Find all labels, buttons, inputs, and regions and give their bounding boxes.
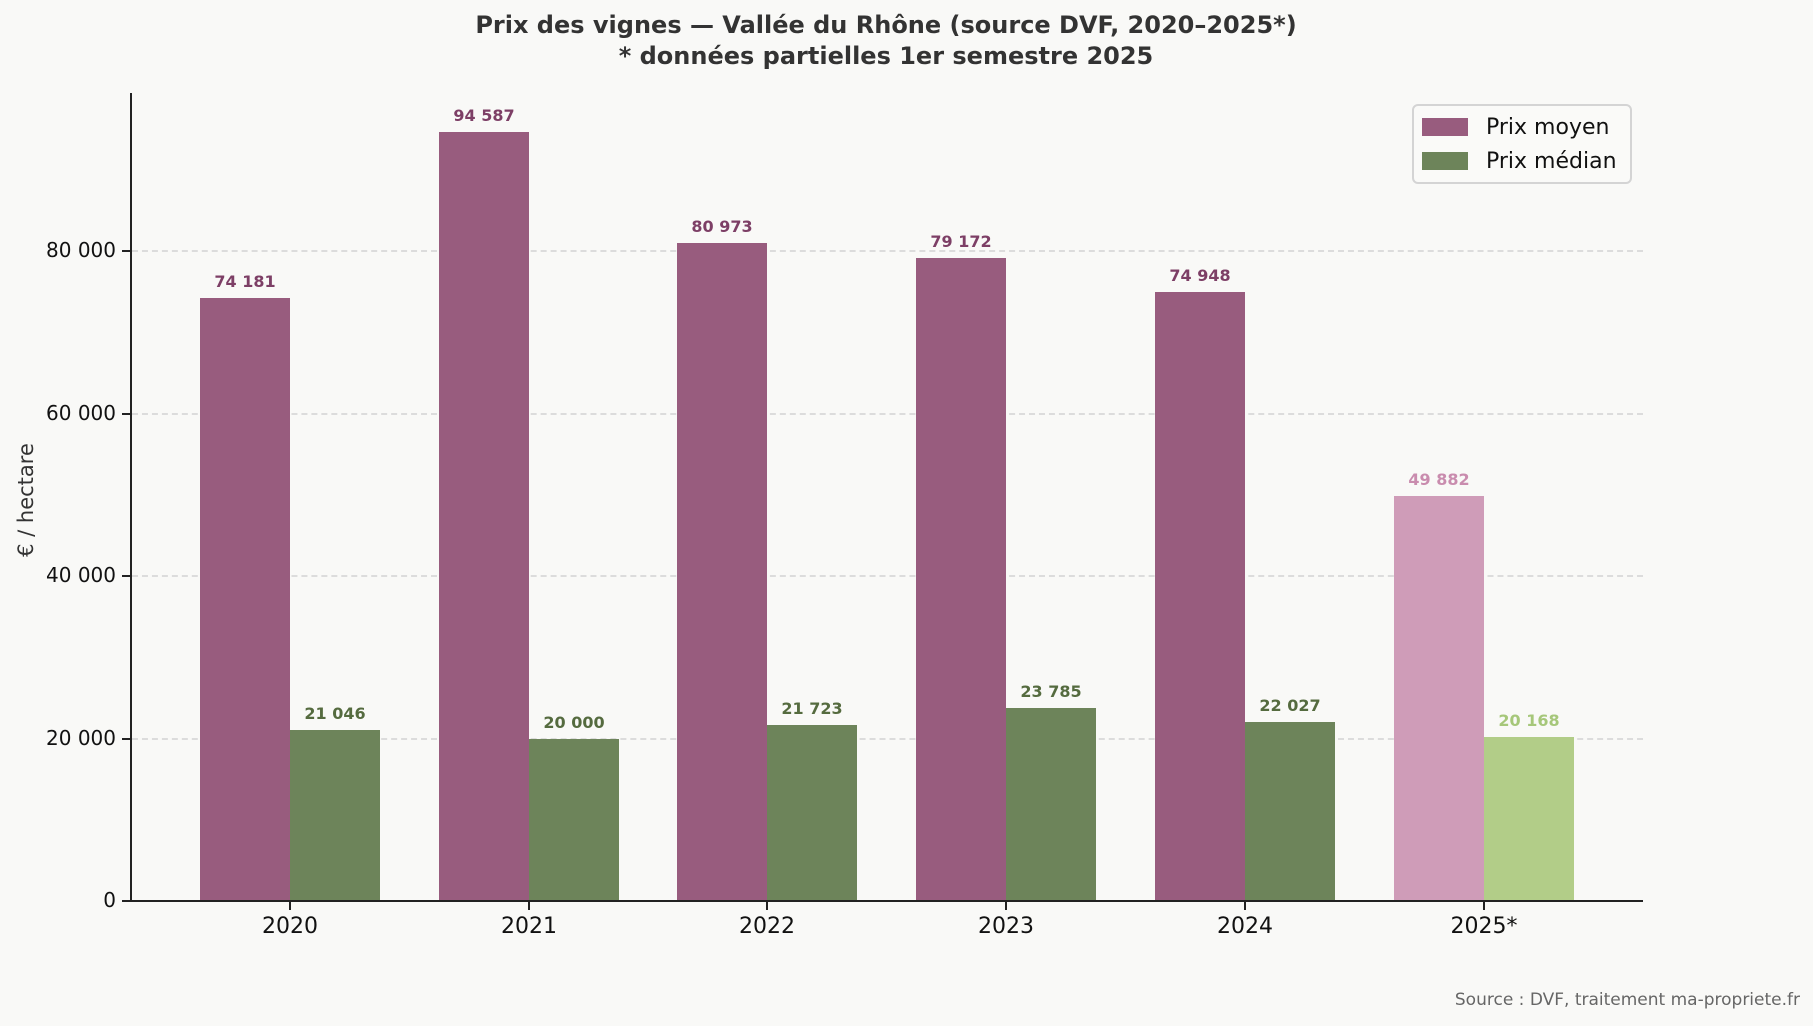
value-label-prix-moyen: 49 882 — [1408, 469, 1470, 489]
value-label-prix-moyen: 74 948 — [1169, 266, 1231, 286]
x-tick-label: 2021 — [501, 914, 557, 939]
legend-label: Prix médian — [1486, 148, 1617, 174]
legend-swatch-prix-moyen — [1422, 118, 1468, 136]
value-label-prix-median: 20 000 — [543, 712, 605, 732]
value-label-prix-median: 22 027 — [1259, 696, 1321, 716]
y-tick-mark — [122, 250, 130, 252]
x-tick-mark — [766, 902, 768, 910]
bar-prix-moyen-2021 — [439, 132, 529, 901]
gridline — [132, 575, 1643, 577]
x-tick-mark — [289, 902, 291, 910]
legend-item-prix-moyen: Prix moyen — [1422, 112, 1609, 142]
value-label-prix-median: 21 723 — [781, 698, 843, 718]
bar-prix-moyen-2025 — [1394, 495, 1484, 901]
x-tick-label: 2024 — [1217, 914, 1273, 939]
x-tick-mark — [1483, 902, 1485, 910]
x-tick-label: 2020 — [262, 914, 318, 939]
y-axis-line — [130, 93, 132, 902]
x-tick-mark — [1005, 902, 1007, 910]
x-tick-label: 2023 — [978, 914, 1034, 939]
legend-item-prix-median: Prix médian — [1422, 146, 1617, 176]
y-tick-label: 60 000 — [46, 400, 116, 425]
y-tick-label: 0 — [103, 888, 116, 912]
bar-prix-median-2025 — [1484, 737, 1574, 901]
value-label-prix-median: 23 785 — [1020, 681, 1082, 701]
x-tick-mark — [1244, 902, 1246, 910]
bar-prix-moyen-2023 — [916, 257, 1006, 901]
bar-prix-median-2023 — [1006, 707, 1096, 901]
chart-title: Prix des vignes — Vallée du Rhône (sourc… — [0, 10, 1772, 72]
bar-prix-moyen-2020 — [200, 298, 290, 901]
legend-label: Prix moyen — [1486, 114, 1610, 140]
x-tick-label: 2022 — [739, 914, 795, 939]
value-label-prix-moyen: 74 181 — [214, 272, 276, 292]
y-tick-mark — [122, 575, 130, 577]
x-axis-line — [130, 900, 1643, 902]
chart-title-line1: Prix des vignes — Vallée du Rhône (sourc… — [475, 11, 1297, 39]
bar-prix-median-2021 — [529, 738, 619, 901]
value-label-prix-median: 20 168 — [1498, 711, 1560, 731]
y-tick-label: 80 000 — [46, 238, 116, 262]
value-label-prix-moyen: 94 587 — [453, 106, 515, 126]
bar-prix-median-2024 — [1245, 722, 1335, 901]
bar-prix-median-2022 — [767, 724, 857, 901]
bar-prix-moyen-2024 — [1155, 292, 1245, 901]
chart-subtitle: * données partielles 1er semestre 2025 — [618, 42, 1154, 70]
value-label-prix-moyen: 80 973 — [691, 217, 753, 237]
gridline — [132, 412, 1643, 415]
bar-prix-moyen-2022 — [677, 243, 767, 901]
y-tick-label: 20 000 — [46, 725, 116, 750]
y-tick-label: 40 000 — [46, 563, 116, 587]
legend-swatch-prix-median — [1422, 152, 1468, 170]
legend: Prix moyen Prix médian — [1412, 104, 1632, 184]
y-tick-mark — [122, 412, 130, 415]
gridline — [132, 737, 1643, 740]
y-axis-label: € / hectare — [14, 443, 38, 557]
y-tick-mark — [122, 737, 130, 740]
bar-prix-median-2020 — [290, 730, 380, 901]
x-tick-mark — [528, 902, 530, 910]
value-label-prix-median: 21 046 — [304, 704, 366, 723]
gridline — [132, 250, 1643, 252]
source-note: Source : DVF, traitement ma-propriete.fr — [1454, 990, 1800, 1010]
y-tick-mark — [122, 900, 130, 902]
value-label-prix-moyen: 79 172 — [930, 231, 992, 251]
x-tick-label: 2025* — [1450, 914, 1518, 939]
